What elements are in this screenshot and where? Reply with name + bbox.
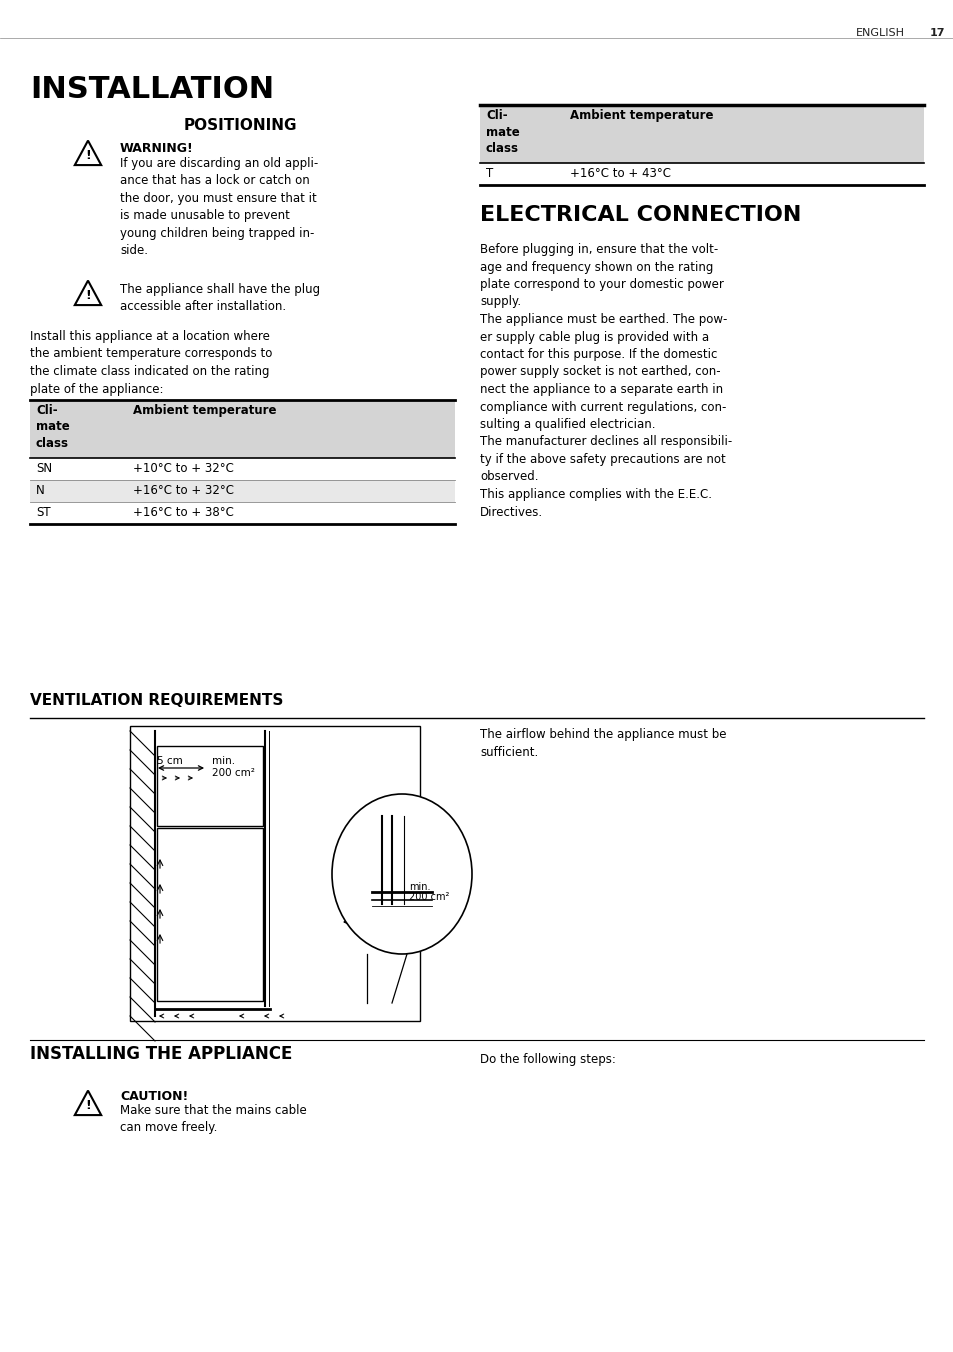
Text: min.: min.: [409, 882, 430, 892]
FancyBboxPatch shape: [30, 400, 455, 458]
Text: T: T: [485, 168, 493, 180]
Text: ENGLISH: ENGLISH: [855, 28, 904, 38]
Text: INSTALLATION: INSTALLATION: [30, 74, 274, 104]
FancyBboxPatch shape: [157, 827, 263, 1000]
FancyBboxPatch shape: [130, 726, 419, 1021]
Text: Make sure that the mains cable
can move freely.: Make sure that the mains cable can move …: [120, 1105, 307, 1134]
Text: INSTALLING THE APPLIANCE: INSTALLING THE APPLIANCE: [30, 1045, 292, 1063]
Text: Before plugging in, ensure that the volt-
age and frequency shown on the rating
: Before plugging in, ensure that the volt…: [479, 243, 732, 519]
Text: SN: SN: [36, 462, 52, 475]
Text: The airflow behind the appliance must be
sufficient.: The airflow behind the appliance must be…: [479, 727, 726, 758]
Text: 17: 17: [929, 28, 944, 38]
Text: !: !: [85, 150, 91, 162]
Text: VENTILATION REQUIREMENTS: VENTILATION REQUIREMENTS: [30, 694, 283, 708]
FancyBboxPatch shape: [30, 502, 455, 525]
Text: POSITIONING: POSITIONING: [183, 118, 296, 132]
Text: ST: ST: [36, 506, 51, 519]
FancyBboxPatch shape: [157, 746, 263, 826]
Text: Ambient temperature: Ambient temperature: [132, 404, 276, 416]
Text: +16°C to + 38°C: +16°C to + 38°C: [132, 506, 233, 519]
Text: 200 cm²: 200 cm²: [212, 768, 254, 777]
Text: +16°C to + 32°C: +16°C to + 32°C: [132, 484, 233, 498]
Text: If you are discarding an old appli-
ance that has a lock or catch on
the door, y: If you are discarding an old appli- ance…: [120, 157, 318, 257]
Text: !: !: [85, 1099, 91, 1113]
Text: !: !: [85, 289, 91, 303]
FancyBboxPatch shape: [30, 458, 455, 480]
Text: Ambient temperature: Ambient temperature: [569, 110, 713, 122]
Text: N: N: [36, 484, 45, 498]
Text: +10°C to + 32°C: +10°C to + 32°C: [132, 462, 233, 475]
Text: 200 cm²: 200 cm²: [409, 892, 449, 902]
Text: CAUTION!: CAUTION!: [120, 1090, 188, 1103]
FancyBboxPatch shape: [479, 164, 923, 185]
Text: +16°C to + 43°C: +16°C to + 43°C: [569, 168, 670, 180]
Text: Cli-
mate
class: Cli- mate class: [485, 110, 519, 155]
Text: The appliance shall have the plug
accessible after installation.: The appliance shall have the plug access…: [120, 283, 320, 314]
Text: min.: min.: [212, 756, 234, 767]
Text: Cli-
mate
class: Cli- mate class: [36, 404, 70, 450]
Text: WARNING!: WARNING!: [120, 142, 193, 155]
Ellipse shape: [332, 794, 472, 955]
Text: Install this appliance at a location where
the ambient temperature corresponds t: Install this appliance at a location whe…: [30, 330, 273, 396]
Text: 5 cm: 5 cm: [157, 756, 183, 767]
FancyBboxPatch shape: [30, 480, 455, 502]
Text: ELECTRICAL CONNECTION: ELECTRICAL CONNECTION: [479, 206, 801, 224]
Text: Do the following steps:: Do the following steps:: [479, 1053, 616, 1065]
FancyBboxPatch shape: [479, 105, 923, 164]
